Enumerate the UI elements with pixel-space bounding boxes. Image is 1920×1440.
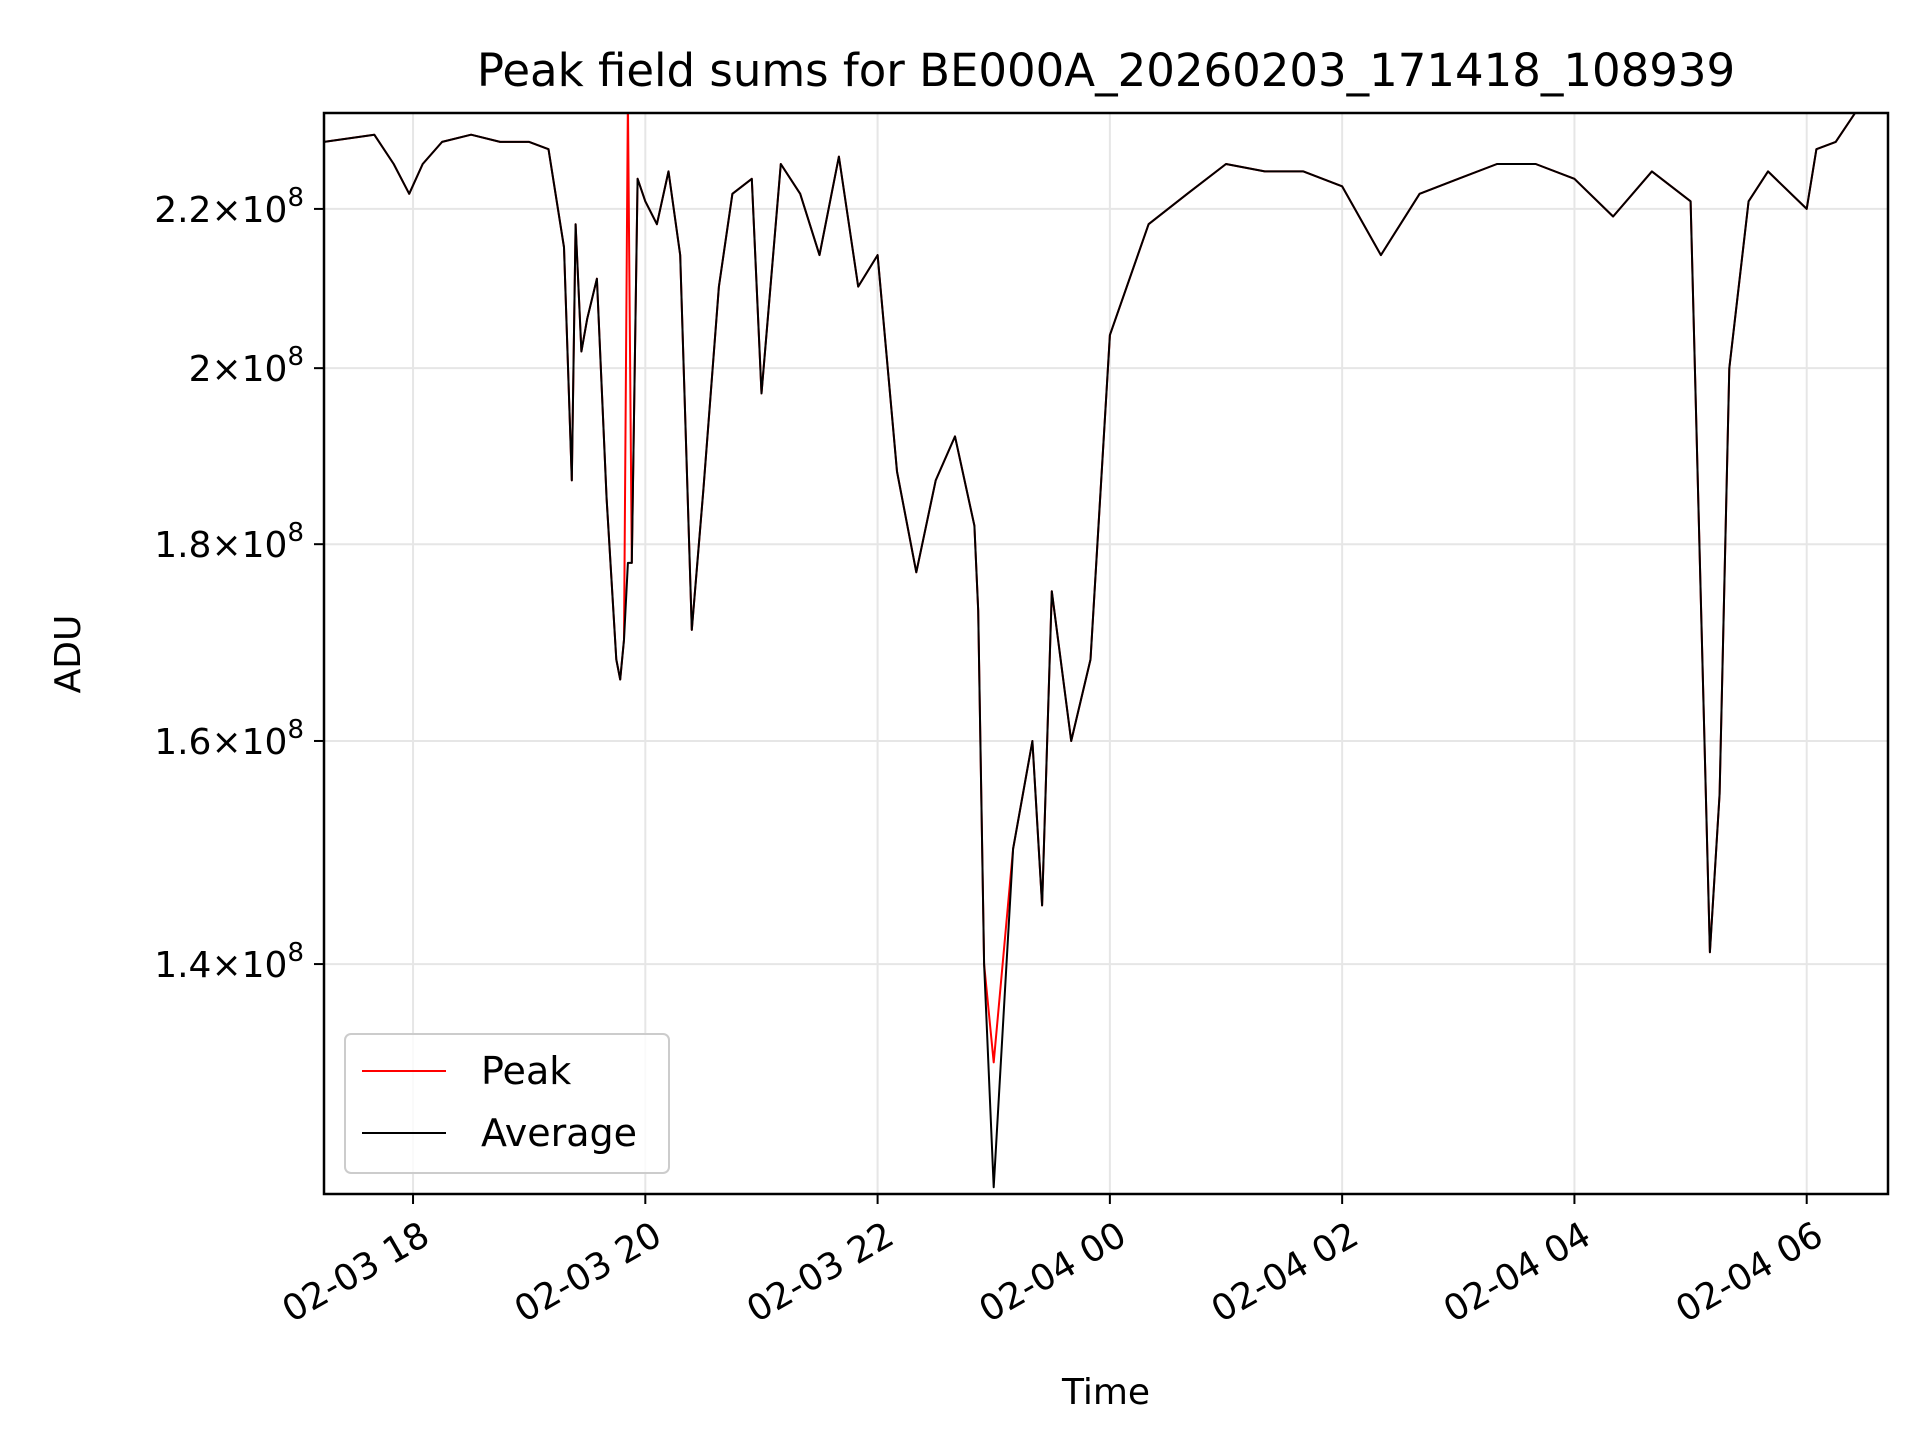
y-tick-mantissa: 2	[189, 349, 212, 390]
series-line-average	[324, 113, 1888, 1189]
legend-label-average: Average	[481, 1111, 637, 1155]
y-tick-label: 2.2×108	[154, 183, 304, 231]
legend-box	[344, 1033, 670, 1174]
y-tick-exponent: 8	[287, 518, 304, 548]
y-tick-times: ×	[211, 722, 241, 763]
y-tick-mantissa: 1.6	[154, 722, 211, 763]
y-tick-exponent: 8	[287, 715, 304, 745]
legend: Peak Average	[344, 1033, 670, 1174]
y-tick-label: 2×108	[189, 342, 304, 390]
y-tick-base: 10	[242, 722, 288, 763]
y-tick-exponent: 8	[287, 938, 304, 968]
y-tick-mantissa: 2.2	[154, 190, 211, 231]
y-tick-exponent: 8	[287, 183, 304, 213]
y-tick-label: 1.6×108	[154, 715, 304, 763]
y-tick-mantissa: 1.4	[154, 945, 211, 986]
y-tick-exponent: 8	[287, 342, 304, 372]
y-tick-times: ×	[211, 190, 241, 231]
y-tick-times: ×	[211, 525, 241, 566]
y-tick-label: 1.4×108	[154, 938, 304, 986]
plot-area	[324, 113, 1888, 1189]
y-tick-label: 1.8×108	[154, 518, 304, 566]
y-tick-mantissa: 1.8	[154, 525, 211, 566]
chart-title: Peak field sums for BE000A_20260203_1714…	[477, 44, 1735, 97]
x-axis-label: Time	[1061, 1372, 1150, 1413]
y-tick-base: 10	[242, 945, 288, 986]
y-axis-label: ADU	[48, 615, 89, 694]
y-tick-times: ×	[211, 945, 241, 986]
plot-frame	[322, 111, 1890, 1196]
legend-label-peak: Peak	[481, 1049, 571, 1093]
y-tick-times: ×	[211, 349, 241, 390]
y-tick-base: 10	[242, 525, 288, 566]
y-tick-base: 10	[242, 190, 288, 231]
grid	[324, 113, 1888, 1194]
y-tick-base: 10	[242, 349, 288, 390]
